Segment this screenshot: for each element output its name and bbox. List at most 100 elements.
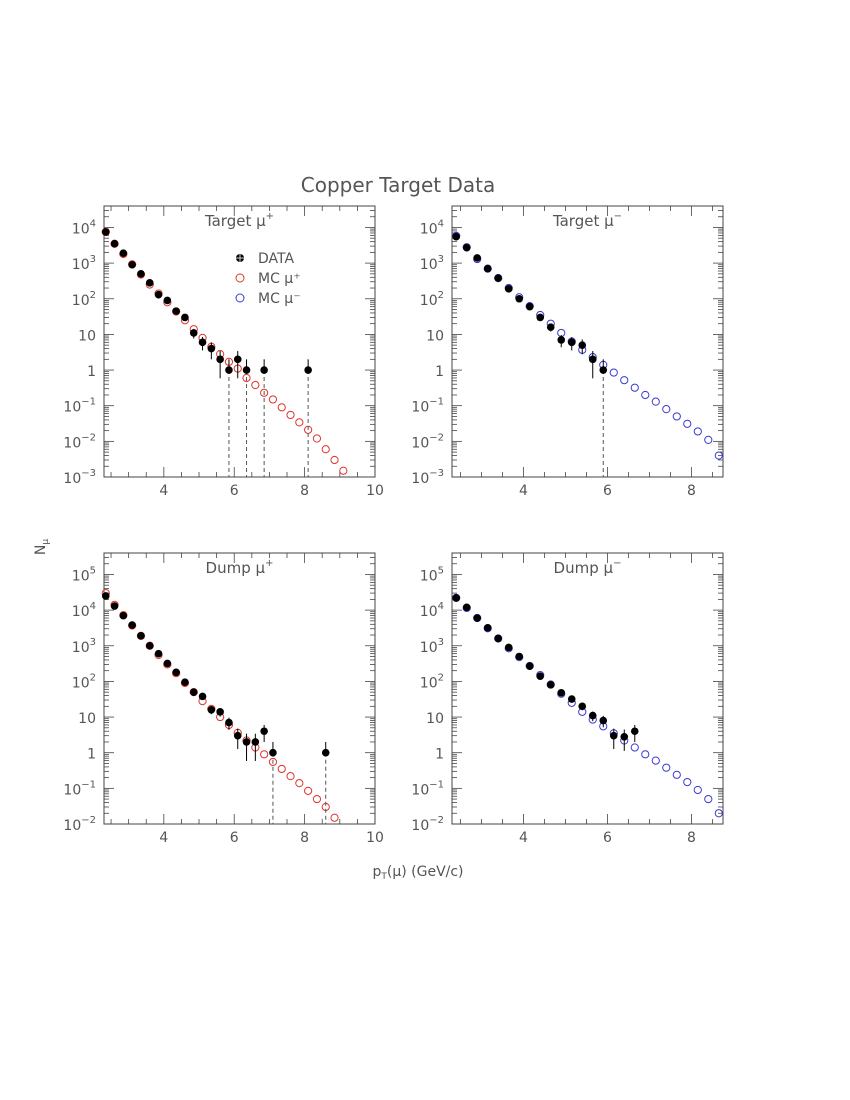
data-point [154, 649, 163, 658]
y-tick-label: 1 [87, 364, 96, 380]
data-point [101, 592, 110, 600]
x-tick-label: 8 [300, 483, 309, 499]
x-tick-label: 4 [519, 830, 528, 846]
mc-point [242, 373, 251, 383]
y-tick-label: 102 [420, 290, 444, 309]
mc-point [286, 772, 295, 781]
data-point [588, 355, 597, 364]
data-point [452, 594, 461, 602]
y-tick-base: 10 [420, 675, 438, 691]
data-point [242, 738, 251, 746]
y-tick-base: 10 [78, 328, 96, 344]
data-point [494, 634, 503, 643]
panel-title: Target μ− [552, 211, 622, 230]
plot-frame [451, 205, 724, 478]
plot-frame [451, 552, 724, 825]
mc-point [630, 743, 639, 752]
panel-title: Dump μ+ [206, 558, 274, 577]
figure-xlabel: pT(μ) (GeV/c) [372, 864, 463, 882]
mc-point [260, 388, 269, 397]
y-tick-label: 10 [78, 711, 96, 727]
y-tick-exponent: −3 [81, 468, 96, 479]
y-tick-base: 10 [72, 221, 90, 237]
data-point [630, 727, 639, 736]
data-point [462, 243, 471, 252]
data-point [269, 748, 277, 757]
y-tick-base: 10 [72, 293, 90, 309]
panel-title-sup: − [614, 211, 622, 222]
mc-point [693, 427, 702, 436]
x-tick-label: 4 [159, 483, 168, 499]
y-tick-label: 10−3 [411, 468, 444, 487]
y-tick-label: 10−2 [411, 432, 444, 451]
legend: DATA MC μ⁺ MC μ⁻ [235, 251, 301, 307]
y-tick-exponent: 5 [438, 565, 444, 576]
y-tick-label: 10−3 [63, 468, 96, 487]
y-tick-label: 1 [435, 364, 444, 380]
data-point [546, 323, 555, 331]
y-tick-label: 10−1 [63, 397, 96, 416]
y-tick-label: 102 [72, 290, 96, 309]
y-tick-label: 104 [420, 601, 444, 620]
data-point [567, 695, 576, 703]
x-tick-label: 10 [366, 830, 384, 846]
mc-point [714, 809, 723, 818]
x-tick-label: 4 [519, 483, 528, 499]
figure-title: Copper Target Data [301, 173, 495, 197]
y-tick-base: 10 [72, 604, 90, 620]
data-point [504, 643, 513, 652]
data-point [242, 366, 251, 374]
data-point [536, 672, 545, 680]
y-tick-exponent: −1 [429, 397, 444, 408]
y-tick-base: 10 [426, 328, 444, 344]
y-tick-label: 105 [420, 565, 444, 584]
data-point [216, 708, 224, 716]
data-point [128, 260, 136, 269]
data-point [473, 614, 482, 622]
data-point [137, 632, 145, 640]
y-tick-base: 10 [63, 818, 81, 834]
data-point [172, 668, 180, 677]
y-tick-exponent: −2 [429, 815, 444, 826]
mc-point [641, 390, 650, 400]
mc-point [662, 405, 671, 414]
data-point [483, 623, 492, 632]
data-point [321, 748, 330, 757]
mc-point [630, 383, 639, 392]
data-point [251, 738, 260, 746]
y-tick-base: 10 [420, 640, 438, 656]
data-point [515, 294, 524, 303]
data-point [181, 313, 189, 322]
panel-title: Target μ+ [204, 211, 274, 230]
y-tick-label: 104 [420, 218, 444, 237]
y-tick-label: 102 [420, 672, 444, 691]
mc-point [714, 451, 723, 460]
y-tick-base: 1 [435, 364, 444, 380]
y-tick-label: 10−2 [63, 432, 96, 451]
data-point [536, 313, 545, 322]
y-tick-base: 10 [420, 604, 438, 620]
mc-point [693, 785, 702, 795]
data-point [260, 727, 268, 736]
data-point [145, 641, 154, 650]
data-point [163, 296, 172, 305]
data-point [172, 307, 180, 315]
x-tick-label: 6 [603, 830, 612, 846]
mc-point [704, 435, 713, 444]
y-tick-base: 10 [411, 471, 429, 487]
y-tick-exponent: 3 [90, 254, 96, 265]
data-point [578, 702, 587, 711]
y-tick-base: 1 [87, 364, 96, 380]
x-tick-label: 10 [366, 483, 384, 499]
mc-point [651, 397, 660, 406]
mc-point [704, 794, 713, 804]
y-tick-base: 10 [72, 257, 90, 273]
ylabel-sub: μ [41, 539, 51, 545]
mc-point [312, 794, 322, 804]
data-point [181, 678, 189, 687]
mc-point [641, 750, 650, 759]
